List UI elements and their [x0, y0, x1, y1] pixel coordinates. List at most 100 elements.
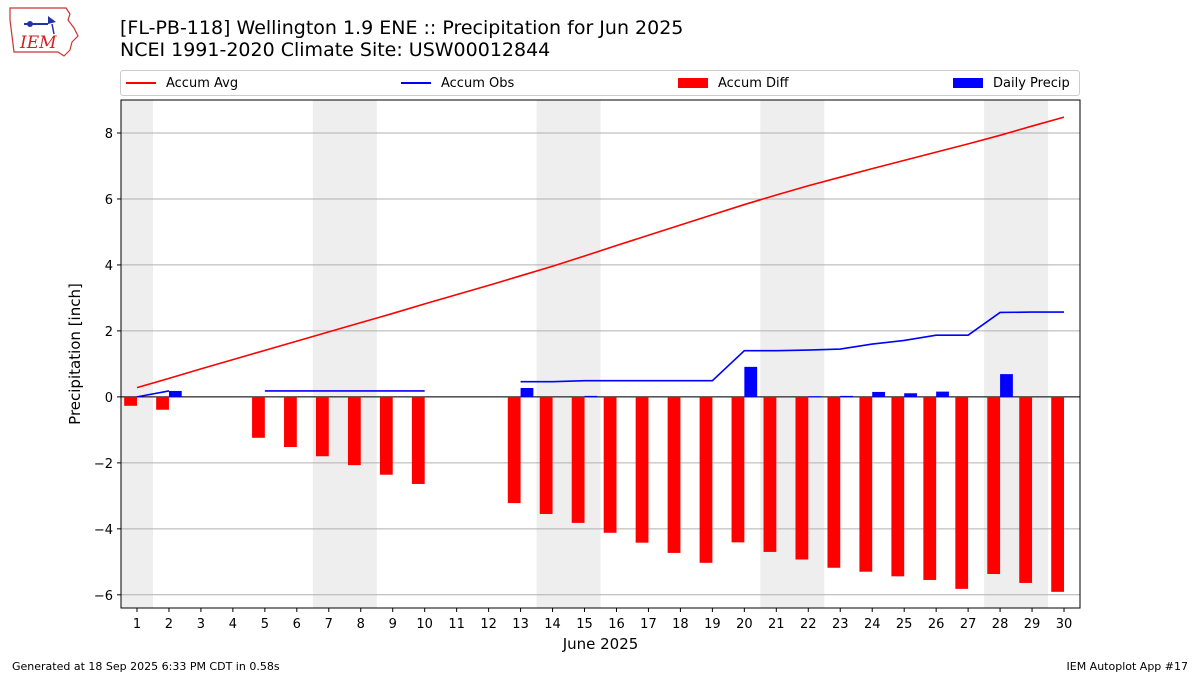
- accum-diff-bar: [955, 396, 969, 589]
- weekend-shade: [536, 100, 601, 608]
- x-tick-label: 1: [133, 617, 141, 632]
- accum-diff-bar: [763, 396, 777, 552]
- daily-precip-bar: [872, 391, 886, 397]
- accum-diff-bar: [507, 396, 521, 504]
- accum-diff-bar: [731, 396, 745, 543]
- x-tick-label: 30: [1056, 617, 1073, 632]
- x-tick-label: 2: [165, 617, 173, 632]
- legend-swatch: [126, 82, 156, 84]
- legend-swatch: [953, 78, 983, 88]
- legend-item-accum-avg: Accum Avg: [126, 71, 238, 95]
- x-tick-label: 6: [293, 617, 301, 632]
- accum-diff-bar: [667, 396, 681, 553]
- y-axis-label: Precipitation [inch]: [66, 283, 84, 425]
- x-tick-label: 4: [229, 617, 237, 632]
- accum-diff-bar: [987, 396, 1001, 575]
- x-tick-label: 19: [704, 617, 721, 632]
- daily-precip-bar: [1000, 374, 1013, 397]
- accum-obs-line: [136, 390, 170, 398]
- accum-obs-line: [520, 311, 1065, 383]
- accum-diff-bar: [411, 396, 425, 484]
- accum-diff-bar: [571, 396, 585, 523]
- daily-precip-bar: [808, 396, 822, 398]
- y-tick-label: 8: [105, 127, 113, 142]
- x-tick-label: 26: [928, 617, 945, 632]
- accum-diff-bar: [1019, 396, 1033, 583]
- y-tick-label: 0: [105, 391, 113, 406]
- legend-label: Daily Precip: [993, 75, 1070, 91]
- x-tick-label: 25: [896, 617, 913, 632]
- x-tick-label: 17: [640, 617, 657, 632]
- accum-diff-bar: [699, 396, 713, 563]
- daily-precip-bar: [584, 395, 598, 397]
- daily-precip-bar: [168, 390, 182, 397]
- accum-avg-line: [136, 116, 1065, 389]
- daily-precip-bar: [520, 387, 534, 397]
- logo-text: IEM: [19, 33, 57, 53]
- x-tick-label: 21: [768, 617, 785, 632]
- x-tick-label: 14: [544, 617, 561, 632]
- accum-diff-bar: [347, 396, 361, 466]
- y-tick-label: −6: [94, 589, 113, 604]
- iem-logo: IEM: [9, 7, 79, 57]
- x-tick-label: 13: [512, 617, 529, 632]
- app-credit: IEM Autoplot App #17: [1066, 660, 1189, 673]
- generated-timestamp: Generated at 18 Sep 2025 6:33 PM CDT in …: [12, 660, 280, 673]
- x-tick-label: 29: [1024, 617, 1041, 632]
- accum-diff-bar: [539, 396, 553, 514]
- accum-diff-bar: [315, 396, 329, 457]
- y-tick-label: −4: [94, 523, 113, 538]
- x-tick-label: 28: [992, 617, 1009, 632]
- y-tick-label: 2: [105, 325, 113, 340]
- x-tick-label: 22: [800, 617, 817, 632]
- legend-item-accum-diff: Accum Diff: [678, 71, 789, 95]
- weekend-shade: [121, 100, 153, 608]
- accum-diff-bar: [923, 396, 937, 580]
- y-tick-label: 4: [105, 259, 113, 274]
- legend-label: Accum Obs: [441, 75, 515, 91]
- y-tick-label: −2: [94, 457, 113, 472]
- accum-diff-bar: [603, 396, 617, 533]
- accum-diff-bar: [252, 396, 265, 438]
- x-tick-label: 10: [416, 617, 433, 632]
- legend-swatch: [678, 78, 708, 88]
- accum-diff-bar: [891, 396, 905, 577]
- x-tick-label: 23: [832, 617, 849, 632]
- accum-diff-bar: [379, 396, 393, 475]
- x-tick-label: 9: [389, 617, 397, 632]
- x-tick-label: 24: [864, 617, 881, 632]
- x-tick-label: 11: [448, 617, 465, 632]
- legend-label: Accum Avg: [166, 75, 239, 91]
- accum-diff-bar: [859, 396, 873, 572]
- plot-frame: [120, 99, 1081, 609]
- legend: Accum Avg Accum Obs Accum Diff Daily Pre…: [120, 70, 1080, 96]
- legend-swatch: [401, 82, 431, 84]
- accum-diff-bar: [1051, 396, 1065, 592]
- x-tick-label: 16: [608, 617, 625, 632]
- x-tick-label: 7: [325, 617, 333, 632]
- x-tick-label: 5: [261, 617, 269, 632]
- accum-diff-bar: [284, 396, 297, 448]
- daily-precip-bar: [744, 366, 758, 397]
- accum-diff-bar: [124, 396, 137, 406]
- x-axis-label: June 2025: [562, 635, 639, 653]
- daily-precip-bar: [904, 393, 917, 397]
- x-tick-label: 3: [197, 617, 205, 632]
- accum-diff-bar: [827, 396, 841, 568]
- daily-precip-bar: [936, 391, 949, 397]
- legend-label: Accum Diff: [718, 75, 789, 91]
- x-tick-label: 20: [736, 617, 753, 632]
- accum-diff-bar: [156, 396, 169, 410]
- chart-subtitle: NCEI 1991-2020 Climate Site: USW00012844: [120, 39, 551, 61]
- daily-precip-bar: [840, 395, 854, 397]
- x-tick-label: 15: [576, 617, 593, 632]
- accum-diff-bar: [635, 396, 649, 543]
- chart-title: [FL-PB-118] Wellington 1.9 ENE :: Precip…: [120, 17, 684, 39]
- weekend-shade: [312, 100, 377, 608]
- x-tick-label: 18: [672, 617, 689, 632]
- x-tick-label: 8: [357, 617, 365, 632]
- x-tick-label: 27: [960, 617, 977, 632]
- x-tick-label: 12: [480, 617, 497, 632]
- legend-item-daily-precip: Daily Precip: [953, 71, 1070, 95]
